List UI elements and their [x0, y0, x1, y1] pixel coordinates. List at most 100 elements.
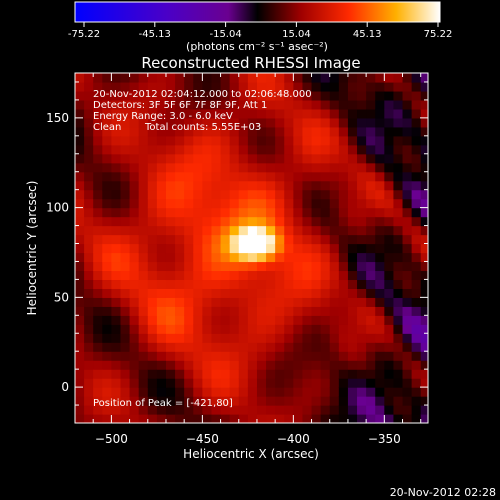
- heatmap-cell: [402, 73, 413, 83]
- heatmap-cell: [211, 144, 222, 155]
- heatmap-cell: [347, 279, 358, 289]
- heatmap-cell: [111, 333, 122, 343]
- heatmap-cell: [175, 270, 185, 281]
- colorbar-tick-label: 75.22: [424, 29, 453, 40]
- heatmap-cell: [229, 225, 240, 236]
- heatmap-cell: [184, 396, 194, 406]
- heatmap-cell: [229, 216, 240, 227]
- heatmap-cell: [75, 369, 85, 379]
- heatmap-cell: [156, 198, 167, 209]
- heatmap-cell: [238, 252, 249, 263]
- heatmap-cell: [320, 315, 331, 325]
- heatmap-cell: [284, 333, 294, 343]
- heatmap-cell: [202, 369, 213, 379]
- heatmap-cell: [411, 189, 422, 200]
- heatmap-cell: [84, 81, 94, 92]
- heatmap-cell: [84, 252, 94, 263]
- heatmap-cell: [165, 324, 176, 334]
- heatmap-cell: [311, 108, 322, 119]
- heatmap-cell: [266, 108, 276, 119]
- heatmap-cell: [338, 306, 349, 316]
- heatmap-cell: [138, 153, 149, 164]
- heatmap-cell: [266, 135, 276, 146]
- heatmap-cell: [320, 387, 331, 397]
- x-axis: −500 −450 −400 −350: [92, 73, 422, 446]
- heatmap-cell: [266, 90, 276, 101]
- heatmap-cell: [129, 90, 140, 101]
- heatmap-cell: [256, 225, 267, 236]
- heatmap-cell: [156, 378, 167, 388]
- heatmap-cell: [238, 306, 249, 316]
- heatmap-cell: [411, 243, 422, 254]
- heatmap-cell: [229, 171, 240, 182]
- heatmap-cell: [84, 342, 94, 352]
- heatmap-cell: [284, 135, 294, 146]
- heatmap-cell: [256, 333, 267, 343]
- heatmap-cell: [156, 279, 167, 289]
- heatmap-cell: [256, 198, 267, 209]
- heatmap-cell: [402, 180, 413, 191]
- heatmap-cell: [120, 135, 131, 146]
- heatmap-cell: [411, 198, 422, 209]
- heatmap-cell: [347, 324, 358, 334]
- heatmap-cell: [120, 126, 131, 137]
- heatmap-cell: [184, 405, 194, 415]
- heatmap-cell: [347, 207, 358, 218]
- heatmap-cell: [256, 297, 267, 307]
- heatmap-cell: [84, 270, 94, 281]
- heatmap-cell: [156, 234, 167, 245]
- heatmap-cell: [129, 270, 140, 281]
- heatmap-cell: [220, 270, 231, 281]
- heatmap-cell: [357, 270, 367, 281]
- heatmap-cell: [266, 225, 276, 236]
- heatmap-cell: [293, 81, 304, 92]
- heatmap-cell: [275, 270, 285, 281]
- heatmap-cell: [256, 153, 267, 164]
- heatmap-cell: [284, 153, 294, 164]
- heatmap-cell: [193, 387, 203, 397]
- heatmap-cell: [84, 315, 94, 325]
- heatmap-cell: [211, 324, 222, 334]
- heatmap-cell: [284, 396, 294, 406]
- heatmap-cell: [402, 198, 413, 209]
- heatmap-cell: [229, 234, 240, 245]
- heatmap-cell: [375, 396, 385, 406]
- heatmap-cell: [284, 126, 294, 137]
- heatmap-cell: [102, 270, 112, 281]
- heatmap-cell: [375, 81, 385, 92]
- heatmap-cell: [211, 387, 222, 397]
- heatmap-cell: [402, 126, 413, 137]
- heatmap-cell: [184, 198, 194, 209]
- heatmap-cell: [275, 378, 285, 388]
- heatmap-cell: [311, 207, 322, 218]
- heatmap-cell: [111, 126, 122, 137]
- heatmap-cell: [120, 189, 131, 200]
- heatmap-cell: [147, 108, 158, 119]
- heatmap-cell: [120, 315, 131, 325]
- heatmap-cell: [220, 198, 231, 209]
- heatmap-cell: [275, 73, 285, 83]
- heatmap-cell: [293, 261, 304, 272]
- heatmap-cell: [293, 324, 304, 334]
- heatmap-cell: [193, 378, 203, 388]
- heatmap-cell: [293, 279, 304, 289]
- heatmap-cell: [357, 225, 367, 236]
- heatmap-cell: [366, 162, 376, 173]
- heatmap-cell: [329, 81, 340, 92]
- colorbar-tick-label: -75.22: [68, 29, 100, 40]
- heatmap-cell: [311, 144, 322, 155]
- heatmap-cell: [247, 396, 258, 406]
- heatmap-cell: [357, 144, 367, 155]
- heatmap-cell: [202, 81, 213, 92]
- heatmap-cell: [111, 387, 122, 397]
- heatmap-cell: [120, 288, 131, 298]
- heatmap-cell: [384, 261, 395, 272]
- heatmap-cell: [393, 306, 404, 316]
- heatmap-cell: [156, 387, 167, 397]
- heatmap-cell: [165, 297, 176, 307]
- heatmap-cell: [220, 360, 231, 370]
- heatmap-cell: [129, 153, 140, 164]
- heatmap-cell: [202, 405, 213, 415]
- heatmap-cell: [384, 387, 395, 397]
